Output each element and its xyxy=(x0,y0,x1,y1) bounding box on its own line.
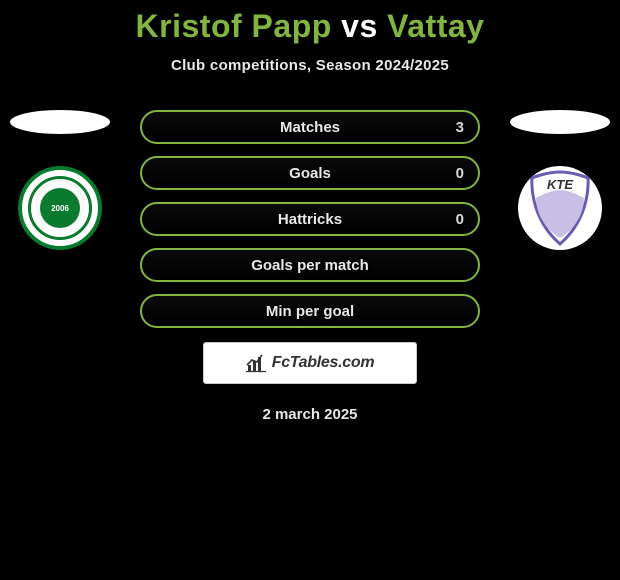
left-player-column: 2006 xyxy=(0,110,120,250)
stat-row-matches: Matches 3 xyxy=(140,110,480,144)
main-row: 2006 Matches 3 Goals 0 Hattricks 0 Goals… xyxy=(0,110,620,328)
player-photo-placeholder-right xyxy=(510,110,610,134)
right-player-column: KTE xyxy=(500,110,620,250)
club-badge-left: 2006 xyxy=(18,166,102,250)
club-badge-left-inner: 2006 xyxy=(40,188,80,228)
stat-value: 0 xyxy=(456,211,464,228)
brand-text: FcTables.com xyxy=(272,354,375,372)
stat-row-goals: Goals 0 xyxy=(140,156,480,190)
title-player1: Kristof Papp xyxy=(136,8,332,44)
stat-row-min-per-goal: Min per goal xyxy=(140,294,480,328)
stat-label: Goals per match xyxy=(251,257,369,274)
shield-icon: KTE xyxy=(518,166,602,250)
stat-row-hattricks: Hattricks 0 xyxy=(140,202,480,236)
bar-chart-icon xyxy=(246,353,268,373)
stat-row-goals-per-match: Goals per match xyxy=(140,248,480,282)
title-vs: vs xyxy=(341,8,378,44)
title-player2: Vattay xyxy=(387,8,484,44)
player-photo-placeholder-left xyxy=(10,110,110,134)
stat-label: Min per goal xyxy=(266,303,354,320)
club-badge-right-label: KTE xyxy=(547,177,573,192)
brand-box: FcTables.com xyxy=(203,342,417,384)
stat-label: Goals xyxy=(289,165,331,182)
subtitle: Club competitions, Season 2024/2025 xyxy=(171,57,449,74)
stats-list: Matches 3 Goals 0 Hattricks 0 Goals per … xyxy=(140,110,480,328)
stat-label: Hattricks xyxy=(278,211,342,228)
comparison-card: Kristof Papp vs Vattay Club competitions… xyxy=(0,0,620,423)
stat-value: 0 xyxy=(456,165,464,182)
club-badge-right: KTE xyxy=(518,166,602,250)
page-title: Kristof Papp vs Vattay xyxy=(136,8,485,45)
stat-label: Matches xyxy=(280,119,340,136)
stat-value: 3 xyxy=(456,119,464,136)
date-text: 2 march 2025 xyxy=(262,406,357,423)
